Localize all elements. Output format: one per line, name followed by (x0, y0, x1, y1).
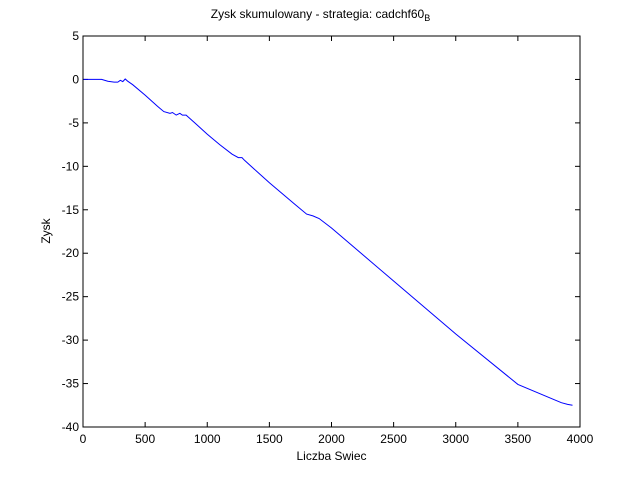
y-tick-label: -40 (62, 420, 80, 434)
x-tick-label: 1000 (194, 432, 221, 446)
series-line (83, 78, 573, 406)
y-tick-label: 0 (72, 72, 79, 86)
y-tick-label: -5 (68, 116, 79, 130)
x-tick-label: 500 (135, 432, 155, 446)
chart-title-subscript: B (424, 13, 431, 23)
y-tick-label: -10 (62, 159, 80, 173)
y-tick-label: -15 (62, 203, 80, 217)
x-tick-label: 1500 (256, 432, 283, 446)
x-tick-label: 2500 (380, 432, 407, 446)
x-tick-label: 4000 (567, 432, 594, 446)
axis-tick-labels: 0 500 1000 1500 2000 2500 3000 3500 4000 5 0 -5 -10 -… (62, 29, 594, 446)
chart-title-text: Zysk skumulowany - strategia: cadchf60 (210, 7, 425, 21)
plot-area (83, 36, 580, 427)
y-tick-label: -20 (62, 246, 80, 260)
plot-frame (82, 35, 581, 428)
x-tick-label: 3500 (505, 432, 532, 446)
x-tick-label: 3000 (442, 432, 469, 446)
chart-title: Zysk skumulowany - strategia: cadchf60B (0, 7, 641, 23)
y-tick-label: 5 (72, 29, 79, 43)
y-tick-label: -30 (62, 333, 80, 347)
y-tick-label: -25 (62, 290, 80, 304)
y-tick-label: -35 (62, 377, 80, 391)
y-axis-label: Zysk (39, 218, 53, 244)
x-tick-label: 0 (80, 432, 87, 446)
x-tick-label: 2000 (318, 432, 345, 446)
x-axis-label: Liczba Swiec (296, 449, 367, 463)
